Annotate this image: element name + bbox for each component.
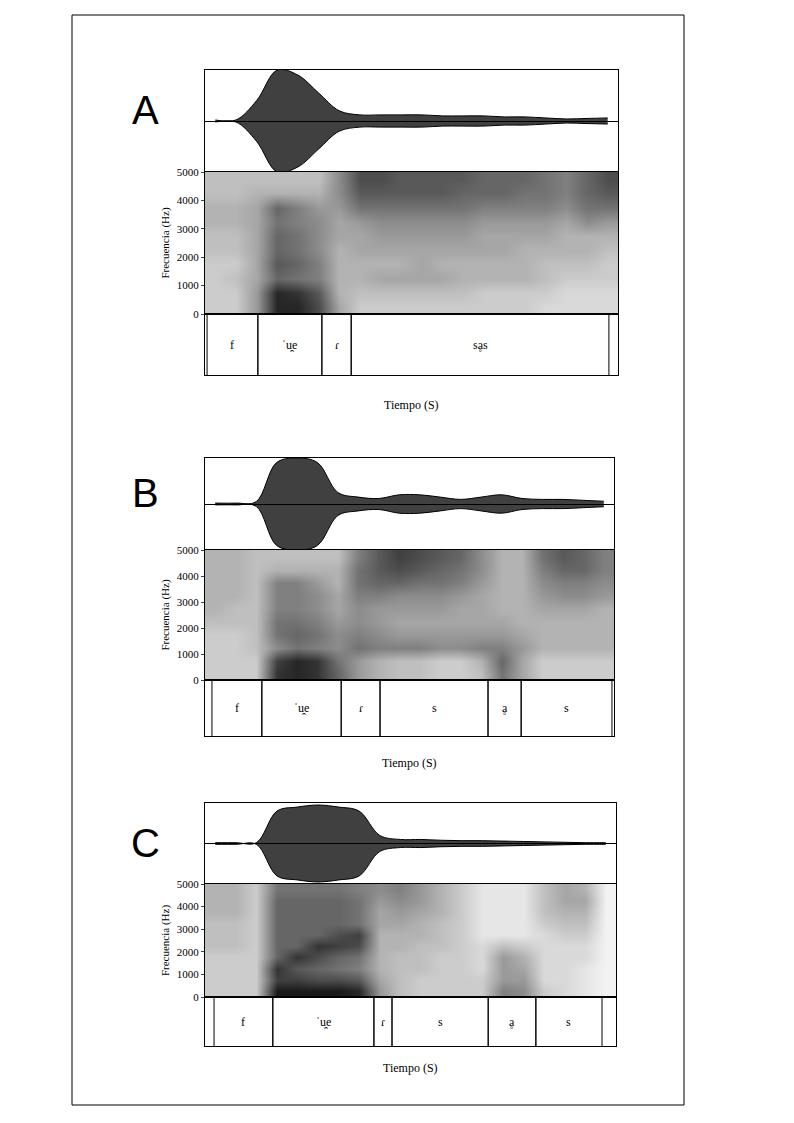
svg-text:ḁ: ḁ — [502, 701, 508, 715]
svg-text:3000: 3000 — [177, 923, 200, 935]
svg-text:ˈu̯e: ˈu̯e — [282, 338, 297, 352]
svg-text:5000: 5000 — [177, 544, 200, 556]
svg-text:1000: 1000 — [177, 648, 200, 660]
svg-text:s: s — [564, 701, 569, 715]
svg-text:1000: 1000 — [177, 968, 200, 980]
svg-text:2000: 2000 — [177, 251, 200, 263]
svg-text:Frecuencia (Hz): Frecuencia (Hz) — [159, 905, 172, 976]
svg-text:f: f — [230, 338, 234, 352]
svg-text:1000: 1000 — [177, 279, 200, 291]
svg-text:ɾ: ɾ — [335, 338, 339, 352]
svg-text:s: s — [438, 1015, 443, 1029]
svg-text:f: f — [241, 1015, 245, 1029]
svg-text:4000: 4000 — [177, 194, 200, 206]
svg-text:ˈu̯e: ˈu̯e — [316, 1015, 331, 1029]
svg-text:3000: 3000 — [177, 223, 200, 235]
svg-text:3000: 3000 — [177, 596, 200, 608]
svg-text:4000: 4000 — [177, 570, 200, 582]
svg-text:0: 0 — [193, 308, 199, 320]
svg-text:sḁs: sḁs — [473, 338, 488, 352]
svg-text:s: s — [566, 1015, 571, 1029]
svg-text:5000: 5000 — [177, 166, 200, 178]
svg-text:0: 0 — [193, 991, 199, 1003]
svg-text:s: s — [432, 701, 437, 715]
svg-text:2000: 2000 — [177, 946, 200, 958]
svg-text:ˈu̯e: ˈu̯e — [294, 701, 309, 715]
svg-text:Tiempo (S): Tiempo (S) — [384, 398, 439, 412]
svg-text:ḁ: ḁ — [509, 1015, 515, 1029]
svg-text:2000: 2000 — [177, 622, 200, 634]
svg-text:4000: 4000 — [177, 900, 200, 912]
svg-text:ɾ: ɾ — [359, 701, 363, 715]
svg-text:Tiempo (S): Tiempo (S) — [382, 756, 437, 770]
svg-text:Frecuencia (Hz): Frecuencia (Hz) — [159, 207, 172, 278]
svg-text:f: f — [235, 701, 239, 715]
svg-text:C: C — [131, 821, 160, 865]
svg-text:Tiempo (S): Tiempo (S) — [383, 1061, 438, 1075]
svg-text:A: A — [132, 88, 159, 132]
svg-text:5000: 5000 — [177, 878, 200, 890]
svg-text:ɾ: ɾ — [381, 1015, 385, 1029]
svg-text:Frecuencia (Hz): Frecuencia (Hz) — [159, 579, 172, 650]
svg-text:B: B — [132, 471, 159, 515]
svg-text:0: 0 — [193, 674, 199, 686]
